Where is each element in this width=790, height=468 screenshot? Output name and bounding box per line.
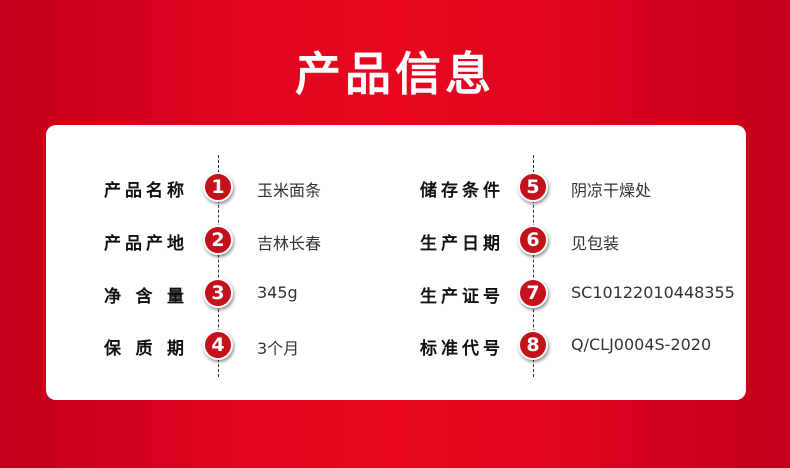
info-label: 储存条件 (420, 181, 500, 201)
number-badge: 3 (203, 278, 233, 308)
info-label: 产品名称 (104, 181, 184, 201)
info-value: 3个月 (257, 339, 300, 358)
info-label: 产品产地 (104, 234, 184, 254)
number-badge: 8 (518, 330, 548, 360)
number-badge: 6 (518, 225, 548, 255)
info-label: 标准代号 (420, 339, 500, 359)
divider-left (218, 155, 219, 377)
info-value: 玉米面条 (257, 181, 322, 200)
info-value: 吉林长春 (257, 234, 322, 253)
info-card: 产品名称 1 玉米面条产品产地 2 吉林长春净含量 3 345g 保质期 4 3个月 储存条件 5 阴凉… (46, 125, 746, 400)
info-value: SC10122010448355 (571, 283, 735, 302)
number-badge: 1 (203, 172, 233, 202)
number-badge: 7 (518, 278, 548, 308)
info-label: 生产日期 (420, 234, 500, 254)
info-value: 见包装 (571, 234, 620, 253)
number-badge: 2 (203, 225, 233, 255)
info-value: 345g (257, 283, 298, 302)
divider-right (533, 155, 534, 377)
info-label: 保质期 (104, 339, 184, 359)
info-label: 生产证号 (420, 287, 500, 307)
number-badge: 4 (203, 330, 233, 360)
page-title: 产品信息 (295, 47, 495, 101)
info-value: Q/CLJ0004S-2020 (571, 335, 712, 354)
info-label: 净含量 (104, 287, 184, 307)
number-badge: 5 (518, 172, 548, 202)
info-value: 阴凉干燥处 (571, 181, 652, 200)
